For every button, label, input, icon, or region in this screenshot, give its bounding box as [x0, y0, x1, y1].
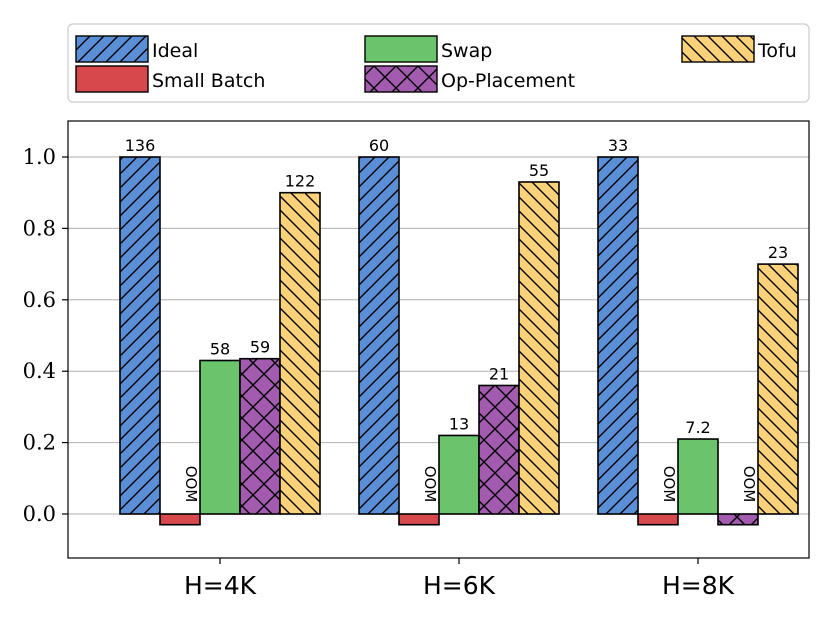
bar-outline [159, 513, 201, 526]
y-tick-label: 0.4 [23, 359, 56, 383]
data-label: 59 [250, 338, 270, 357]
legend-swatch-outline [75, 35, 149, 63]
legend-swatch-hatch [76, 36, 148, 62]
bar-outline [637, 513, 679, 526]
x-category-label: H=4K [184, 571, 257, 600]
bar-small-batch [399, 514, 439, 525]
bar-hatch [120, 157, 160, 514]
legend-label: Ideal [152, 40, 198, 62]
legend-swatch [76, 66, 148, 92]
data-label: 23 [768, 243, 788, 262]
legend-swatch-outline [364, 35, 438, 63]
data-label: 7.2 [685, 418, 710, 437]
data-label: 55 [529, 161, 549, 180]
bar-hatch [598, 157, 638, 514]
legend-swatch-outline [75, 65, 149, 93]
plot-area: 136 60 33 OOM OOM OOM 58 13 7.2 59 21 OOM 122 55 23 0.… [23, 120, 810, 600]
bar-hatch [718, 514, 758, 525]
bar-outline [597, 156, 639, 515]
data-label: 13 [449, 414, 469, 433]
data-label: 122 [285, 172, 316, 191]
legend-swatch [365, 36, 437, 62]
bar-outline [717, 513, 759, 526]
bar-hatch [240, 358, 280, 514]
bar-outline [677, 438, 719, 515]
oom-label: OOM [421, 466, 439, 503]
oom-label: OOM [740, 466, 758, 503]
bar-outline [518, 181, 560, 515]
legend-label: Op-Placement [441, 70, 575, 92]
legend-label: Swap [441, 40, 492, 62]
bar-outline [119, 156, 161, 515]
bar-hatch [479, 385, 519, 514]
bar-swap [439, 435, 479, 514]
legend-swatch-hatch [365, 66, 437, 92]
x-category-label: H=8K [662, 571, 735, 600]
data-label: 58 [210, 339, 230, 358]
x-category-label: H=6K [423, 571, 496, 600]
y-tick-label: 1.0 [23, 145, 56, 169]
y-tick-label: 0.6 [23, 288, 56, 312]
oom-label: OOM [182, 466, 200, 503]
bar-small-batch [160, 514, 200, 525]
y-tick-label: 0.8 [23, 216, 56, 240]
bar-hatch [359, 157, 399, 514]
data-label: 21 [489, 364, 509, 383]
bar-outline [358, 156, 400, 515]
oom-label: OOM [660, 466, 678, 503]
bar-hatch [280, 192, 320, 514]
data-label: 60 [369, 136, 389, 155]
bar-small-batch [638, 514, 678, 525]
legend-label: Small Batch [152, 70, 265, 92]
plot-frame [67, 120, 810, 559]
y-tick-label: 0.0 [23, 502, 56, 526]
bar-hatch [758, 264, 798, 514]
data-label: 33 [608, 136, 628, 155]
y-tick-label: 0.2 [23, 431, 56, 455]
bar-outline [398, 513, 440, 526]
legend-label: Tofu [757, 40, 797, 62]
legend-swatch-outline [364, 65, 438, 93]
legend-swatch-hatch [682, 36, 754, 62]
bar-hatch [519, 181, 559, 515]
bar-swap [200, 360, 240, 514]
bar-swap [678, 439, 718, 514]
data-label: 136 [125, 136, 156, 155]
bar-outline [757, 263, 799, 515]
bar-outline [279, 191, 321, 515]
legend-swatch-outline [681, 35, 755, 63]
legend: Ideal Small Batch Swap Op-Placement Tofu [67, 23, 810, 103]
